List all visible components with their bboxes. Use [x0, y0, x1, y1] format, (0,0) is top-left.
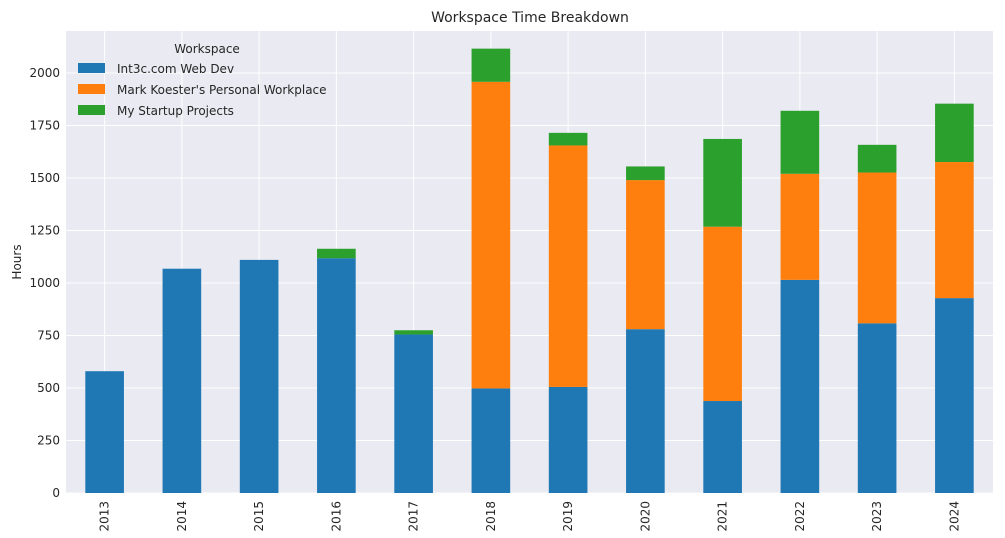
bar-2024-series-2: [935, 162, 974, 299]
y-tick-label: 1000: [29, 276, 60, 290]
bar-2019-series-1: [548, 386, 588, 493]
legend-label: My Startup Projects: [117, 104, 234, 118]
y-axis-ticks: 0 250 500 750 1000 1250 1500 1750 2000: [29, 66, 60, 500]
legend: Workspace Int3c.com Web Dev Mark Koester'…: [78, 42, 327, 118]
bar-2020-series-1: [626, 329, 665, 493]
bar-2022-series-1: [780, 279, 820, 493]
bar-2021-series-2: [703, 226, 742, 402]
x-tick-label: 2018: [484, 501, 498, 532]
bar-2018-series-1: [471, 388, 511, 493]
bar-2022-series-2: [780, 173, 820, 280]
bar-2022-series-3: [780, 110, 820, 174]
bar-2021-series-1: [703, 401, 742, 493]
y-tick-label: 500: [37, 381, 60, 395]
bar-2018-series-2: [471, 81, 511, 389]
x-axis-ticks: 2013 2014 2015 2016 2017 2018 2019 2020 2021 2022…: [98, 501, 962, 532]
bar-2019-series-2: [548, 145, 588, 387]
bar-2023-series-3: [857, 144, 897, 173]
legend-swatch: [78, 105, 105, 115]
bar-2020-series-3: [626, 166, 665, 181]
legend-label: Int3c.com Web Dev: [117, 62, 234, 76]
x-tick-label: 2020: [638, 501, 652, 532]
y-tick-label: 1500: [29, 171, 60, 185]
bar-2016-series-1: [317, 258, 356, 493]
y-tick-label: 2000: [29, 66, 60, 80]
bar-2024-series-3: [935, 103, 974, 163]
bar-2020-series-2: [626, 180, 665, 330]
x-tick-label: 2017: [407, 501, 421, 532]
x-tick-label: 2014: [175, 501, 189, 532]
legend-swatch: [78, 63, 105, 73]
bar-2024-series-1: [935, 298, 974, 493]
legend-title: Workspace: [174, 42, 240, 56]
bar-2019-series-3: [548, 132, 588, 146]
y-axis-label: Hours: [10, 244, 24, 279]
x-tick-label: 2019: [561, 501, 575, 532]
x-tick-label: 2013: [98, 501, 112, 532]
bar-2015-series-1: [239, 259, 279, 493]
legend-label: Mark Koester's Personal Workplace: [117, 83, 327, 97]
y-tick-label: 250: [37, 434, 60, 448]
y-tick-label: 0: [52, 486, 60, 500]
bar-2016-series-3: [317, 248, 356, 259]
y-tick-label: 750: [37, 329, 60, 343]
chart-title: Workspace Time Breakdown: [431, 10, 629, 26]
x-tick-label: 2022: [793, 501, 807, 532]
x-tick-label: 2016: [329, 501, 343, 532]
y-tick-label: 1750: [29, 119, 60, 133]
bar-2017-series-3: [394, 330, 433, 335]
bar-2023-series-2: [857, 172, 897, 324]
bar-2013-series-1: [85, 371, 124, 493]
x-tick-label: 2023: [870, 501, 884, 532]
bar-2018-series-3: [471, 48, 511, 82]
x-tick-label: 2024: [947, 501, 961, 532]
bars: [85, 48, 974, 493]
x-tick-label: 2021: [716, 501, 730, 532]
legend-swatch: [78, 84, 105, 94]
x-tick-label: 2015: [252, 501, 266, 532]
bar-2017-series-1: [394, 334, 433, 493]
y-tick-label: 1250: [29, 224, 60, 238]
bar-2023-series-1: [857, 323, 897, 493]
bar-2014-series-1: [162, 268, 202, 493]
plot-area: [66, 31, 993, 493]
bar-2021-series-3: [703, 138, 742, 227]
